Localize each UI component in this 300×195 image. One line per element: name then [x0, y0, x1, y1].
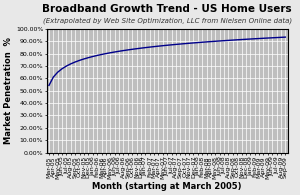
Text: (Extrapolated by Web Site Optimization, LLC from Nielsen Online data): (Extrapolated by Web Site Optimization, …	[43, 17, 292, 24]
Y-axis label: Market Penetration  %: Market Penetration %	[4, 37, 13, 144]
X-axis label: Month (starting at March 2005): Month (starting at March 2005)	[92, 182, 242, 191]
Title: Broadband Growth Trend - US Home Users: Broadband Growth Trend - US Home Users	[42, 4, 292, 14]
